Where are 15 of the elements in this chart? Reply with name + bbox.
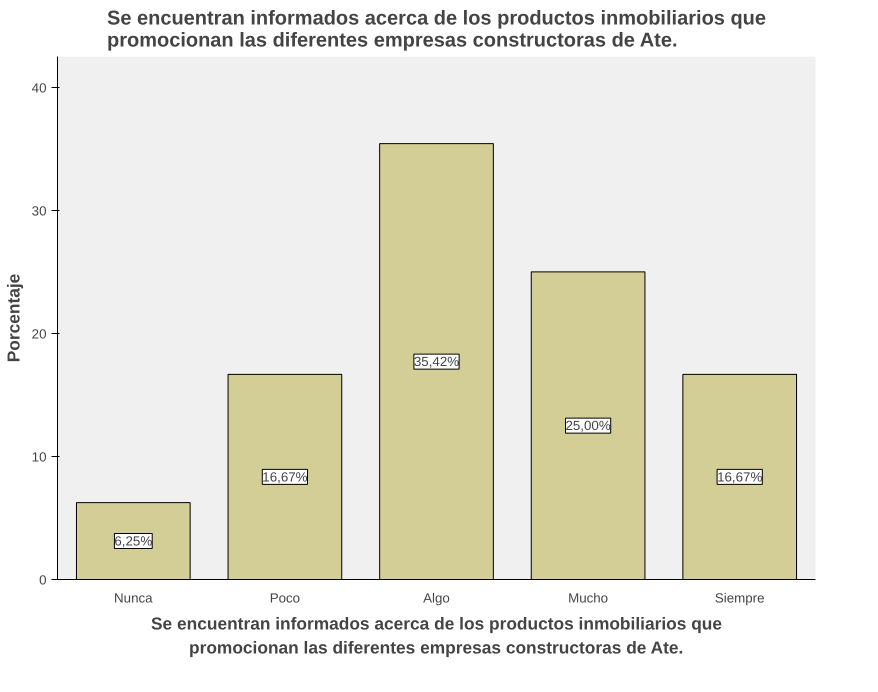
x-tick-label: Nunca (114, 590, 154, 606)
chart-title: Se encuentran informados acerca de los productos inmobiliarios que promocionan las diferentes empresas constructoras de Ate. (106, 8, 766, 52)
data-label: 16,67% (262, 469, 308, 484)
x-tick-label: Algo (423, 590, 450, 606)
y-tick-label: 30 (32, 203, 47, 218)
y-tick-label: 10 (32, 449, 47, 464)
y-tick-label: 40 (32, 80, 47, 96)
y-tick-label: 0 (39, 572, 47, 588)
y-axis-title: Porcentaje (4, 273, 24, 362)
x-axis-title: Se encuentran informados acerca de los productos inmobiliarios que promocionan las diferentes empresas constructoras de Ate. (151, 614, 722, 658)
x-tick-label: Poco (270, 590, 300, 606)
x-tick-label: Siempre (714, 590, 765, 606)
data-label: 16,67% (717, 469, 762, 484)
x-tick-label: Mucho (568, 590, 608, 606)
y-tick-label: 20 (32, 326, 47, 342)
